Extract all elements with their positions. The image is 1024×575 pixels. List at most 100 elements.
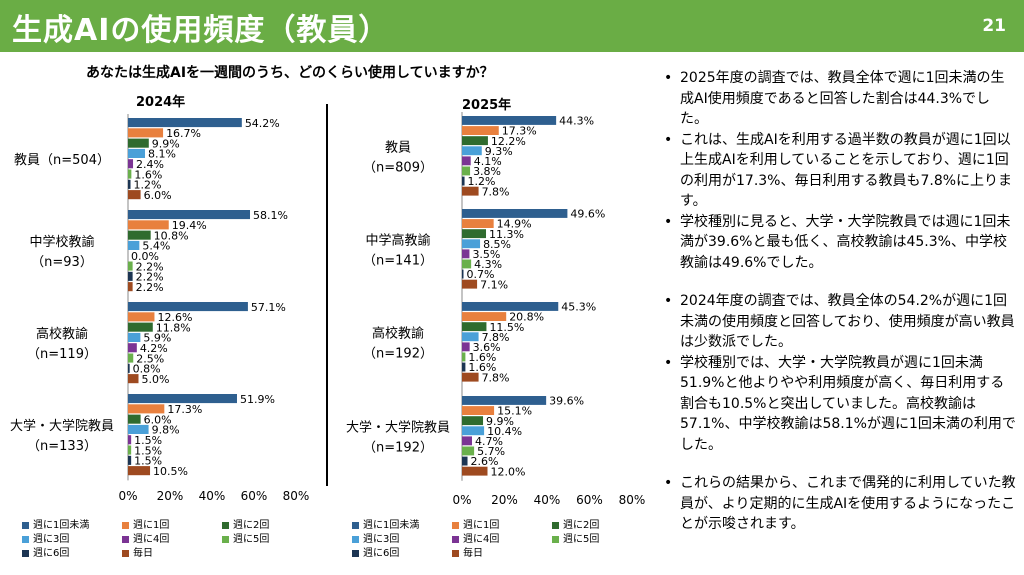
legend-swatch <box>122 535 129 543</box>
value-label: 7.8% <box>482 185 510 198</box>
value-label: 17.3% <box>502 125 537 138</box>
legend-swatch <box>452 549 459 557</box>
legend-label: 週に1回未満 <box>33 520 90 531</box>
category-label: 高校教諭 <box>36 326 88 342</box>
bar <box>462 312 507 321</box>
value-label: 11.3% <box>489 228 524 241</box>
chart-title-2024: 2024年 <box>136 95 186 110</box>
legend-item: 週に1回未満 <box>352 516 419 531</box>
legend-swatch <box>352 549 359 557</box>
bar <box>128 435 132 445</box>
value-label: 39.6% <box>549 395 584 408</box>
legend-swatch <box>552 535 559 543</box>
value-label: 0.8% <box>133 363 161 376</box>
value-label: 12.0% <box>491 465 526 478</box>
legend-item: 毎日 <box>122 544 153 559</box>
bar <box>462 259 472 269</box>
page-title: 生成AIの使用頻度（教員） <box>12 13 390 48</box>
bar <box>128 404 165 414</box>
category-label: 大学・大学院教員 <box>346 419 450 435</box>
bar <box>462 249 470 259</box>
value-label: 57.1% <box>251 301 286 314</box>
value-label: 4.3% <box>474 258 502 271</box>
value-label: 0.7% <box>466 268 494 281</box>
legend-swatch <box>452 521 459 529</box>
survey-question: あなたは生成AIを一週間のうち、どのくらい使用していますか？ <box>86 65 494 81</box>
legend-label: 週に6回 <box>33 548 70 559</box>
legend-label: 週に3回 <box>363 534 400 545</box>
bar <box>128 148 146 158</box>
bar <box>462 362 466 372</box>
bar <box>462 446 475 456</box>
category-label: 教員 <box>385 139 411 155</box>
chart-divider <box>326 104 328 486</box>
legend-item: 週に5回 <box>552 530 599 545</box>
x-tick-label: 20% <box>157 489 184 503</box>
bar <box>462 156 471 166</box>
bar <box>462 136 488 146</box>
summary-bullets: 2025年度の調査では、教員全体で週に1回未満の生成AI使用頻度であると回答した… <box>664 68 1016 535</box>
bar <box>462 126 499 135</box>
legend-label: 週に5回 <box>563 534 600 545</box>
value-label: 10.8% <box>154 229 189 242</box>
bar <box>128 445 132 455</box>
bar <box>128 240 140 250</box>
category-label: （n=119） <box>27 347 97 362</box>
bar <box>128 466 151 476</box>
legend-label: 週に4回 <box>133 534 170 545</box>
bar <box>462 352 466 362</box>
bar <box>128 363 130 373</box>
bar <box>128 179 131 189</box>
value-label: 2.6% <box>471 455 499 468</box>
legend-label: 週に6回 <box>363 548 400 559</box>
bullet-item: これは、生成AIを利用する過半数の教員が週に1回以上生成AIを利用していることを… <box>664 130 1016 212</box>
category-label: 高校教諭 <box>372 325 424 341</box>
value-label: 16.7% <box>166 127 201 140</box>
bar <box>462 229 487 239</box>
value-label: 9.9% <box>152 137 180 150</box>
value-label: 2.2% <box>136 271 164 284</box>
value-label: 4.2% <box>140 342 168 355</box>
bar <box>128 159 134 169</box>
value-label: 8.1% <box>148 148 176 161</box>
legend-swatch <box>352 535 359 543</box>
legend-label: 毎日 <box>463 548 483 559</box>
bar <box>462 302 559 311</box>
value-label: 17.3% <box>167 403 202 416</box>
bar <box>462 342 470 352</box>
value-label: 15.1% <box>497 405 532 418</box>
page-number: 21 <box>982 16 1006 36</box>
legend-item: 週に3回 <box>352 530 399 545</box>
value-label: 5.4% <box>142 240 170 253</box>
value-label: 54.2% <box>245 117 280 130</box>
value-label: 3.6% <box>473 341 501 354</box>
legend-label: 週に1回 <box>463 520 500 531</box>
legend-swatch <box>22 521 29 529</box>
legend-item: 週に5回 <box>222 530 269 545</box>
bar <box>128 210 251 220</box>
legend-item: 週に1回未満 <box>22 516 89 531</box>
legend-item: 週に6回 <box>352 544 399 559</box>
bar <box>128 128 164 138</box>
value-label: 11.8% <box>156 321 191 334</box>
value-label: 7.8% <box>482 371 510 384</box>
value-label: 1.2% <box>134 179 162 192</box>
value-label: 10.4% <box>487 425 522 438</box>
legend-swatch <box>452 535 459 543</box>
category-label: 教員（n=504） <box>14 152 110 168</box>
category-label: 中学校教諭 <box>29 234 94 250</box>
category-label: （n=809） <box>363 160 433 175</box>
value-label: 9.9% <box>486 415 514 428</box>
x-tick-label: 0% <box>452 493 471 507</box>
bar <box>462 239 481 249</box>
x-tick-label: 40% <box>199 489 226 503</box>
x-tick-label: 40% <box>534 493 561 507</box>
bar <box>128 220 169 230</box>
category-label: （n=141） <box>363 253 433 268</box>
bar <box>128 169 132 179</box>
bar <box>462 396 547 405</box>
bullet-item: これらの結果から、これまで偶発的に利用していた教員が、より定期的に生成AIを使用… <box>664 473 1016 535</box>
x-tick-label: 0% <box>118 489 137 503</box>
legend-item: 週に4回 <box>122 530 169 545</box>
bar <box>462 456 468 466</box>
